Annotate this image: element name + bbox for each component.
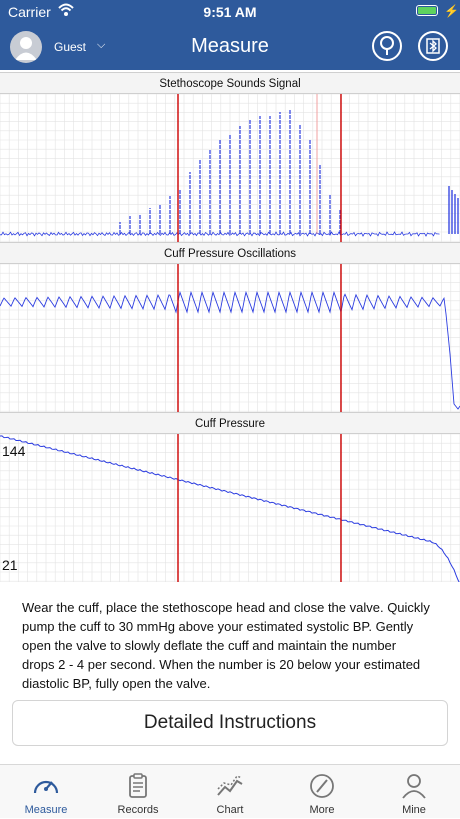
tab-bar: Measure Records Chart More Mine bbox=[0, 764, 460, 818]
tab-label: Records bbox=[117, 804, 159, 816]
stethoscope-icon[interactable] bbox=[372, 31, 402, 61]
compass-icon bbox=[310, 774, 334, 798]
status-bar: Carrier 9:51 AM ⚡ bbox=[0, 0, 460, 24]
clock: 9:51 AM bbox=[203, 4, 257, 20]
pressure-trace bbox=[0, 435, 460, 582]
bluetooth-icon[interactable] bbox=[418, 31, 448, 61]
wifi-icon bbox=[58, 3, 74, 16]
battery-icon bbox=[416, 5, 438, 16]
carrier-label: Carrier bbox=[8, 4, 51, 20]
oscillation-trace bbox=[0, 290, 460, 410]
person-icon bbox=[402, 774, 426, 799]
tab-measure[interactable]: Measure bbox=[0, 765, 92, 819]
tab-label: More bbox=[309, 804, 335, 816]
page-title: Measure bbox=[191, 35, 269, 57]
charging-icon: ⚡ bbox=[444, 4, 459, 18]
detailed-instructions-button[interactable]: Detailed Instructions bbox=[12, 700, 448, 746]
cuff-oscillation-chart bbox=[0, 264, 460, 412]
chevron-down-icon[interactable]: ⌵ bbox=[97, 39, 106, 51]
speedometer-icon bbox=[33, 780, 59, 794]
tab-label: Chart bbox=[216, 804, 244, 816]
line-chart-icon bbox=[217, 775, 243, 796]
stethoscope-signal-chart bbox=[0, 94, 460, 242]
pressure-min-label: 21 bbox=[2, 557, 18, 573]
profile-avatar-icon[interactable] bbox=[10, 31, 42, 63]
stethoscope-panel-title: Stethoscope Sounds Signal bbox=[0, 72, 460, 94]
nav-bar: Guest ⌵ Measure bbox=[0, 24, 460, 70]
tab-label: Mine bbox=[402, 804, 426, 816]
tab-mine[interactable]: Mine bbox=[368, 765, 460, 819]
tab-records[interactable]: Records bbox=[92, 765, 184, 819]
cuff-pressure-chart bbox=[0, 434, 460, 582]
clipboard-icon bbox=[129, 773, 147, 798]
instructions-text: Wear the cuff, place the stethoscope hea… bbox=[22, 600, 430, 691]
tab-more[interactable]: More bbox=[276, 765, 368, 819]
pressure-max-label: 144 bbox=[2, 443, 26, 459]
user-name[interactable]: Guest bbox=[54, 40, 87, 54]
tab-label: Measure bbox=[24, 804, 68, 816]
oscillation-panel-title: Cuff Pressure Oscillations bbox=[0, 242, 460, 264]
tab-chart[interactable]: Chart bbox=[184, 765, 276, 819]
pressure-panel-title: Cuff Pressure bbox=[0, 412, 460, 434]
